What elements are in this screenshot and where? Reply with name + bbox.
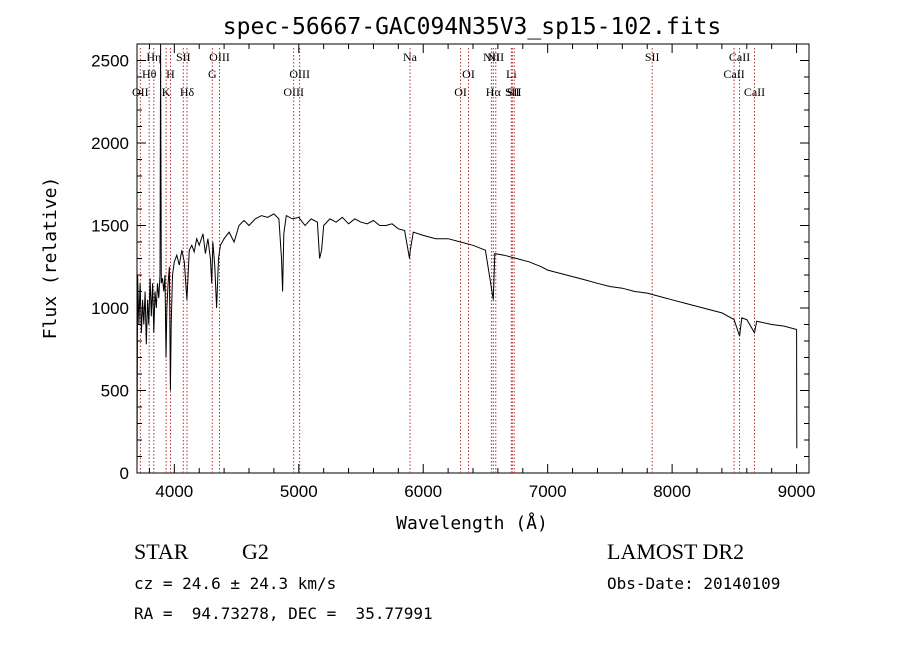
spectral-line-label: CaII xyxy=(723,67,744,81)
survey-label: LAMOST DR2 xyxy=(607,539,745,564)
y-tick-label: 500 xyxy=(101,382,129,401)
spectral-line-label: G xyxy=(208,67,217,81)
spectral-line-label: SII xyxy=(505,85,520,99)
y-tick-label: 2000 xyxy=(91,134,129,153)
spectral-line-label: SII xyxy=(176,50,191,64)
spectral-line-label: SII xyxy=(507,85,522,99)
x-tick-label: 9000 xyxy=(778,482,816,501)
spectral-line-label: Na xyxy=(403,50,418,64)
spectral-line-label: OI xyxy=(454,85,467,99)
spectral-line-label: Hθ xyxy=(142,67,157,81)
object-class: STAR xyxy=(134,539,189,564)
y-tick-label: 1000 xyxy=(91,299,129,318)
x-axis-label: Wavelength (Å) xyxy=(396,512,548,534)
spectral-line-label: OII xyxy=(132,85,149,99)
x-tick-label: 6000 xyxy=(404,482,442,501)
spectral-line-label: OIII xyxy=(283,85,304,99)
obs-date-text: Obs-Date: 20140109 xyxy=(607,574,781,593)
spectral-line-label: OIII xyxy=(289,67,310,81)
y-axis-label: Flux (relative) xyxy=(40,177,61,340)
spectral-line-label: Hα xyxy=(486,85,502,99)
x-tick-label: 7000 xyxy=(529,482,567,501)
y-tick-label: 1500 xyxy=(91,217,129,236)
spectral-line-label: K xyxy=(162,85,171,99)
x-axis-ticks: 4000 5000 6000 7000 8000 9000 xyxy=(148,44,816,501)
object-subclass: G2 xyxy=(242,539,269,564)
y-tick-label: 0 xyxy=(120,464,129,483)
x-tick-label: 5000 xyxy=(280,482,318,501)
coordinates-text: RA = 94.73278, DEC = 35.77991 xyxy=(134,604,433,623)
x-tick-label: 8000 xyxy=(653,482,691,501)
spectral-line-label: Hδ xyxy=(180,85,195,99)
spectral-line-label: CaII xyxy=(729,50,750,64)
chart-title: spec-56667-GAC094N35V3_sp15-102.fits xyxy=(223,14,722,40)
y-tick-label: 2500 xyxy=(91,52,129,71)
spectral-line-label: NII xyxy=(487,50,504,64)
plot-frame xyxy=(136,43,810,474)
y-axis-ticks: 0 500 1000 1500 2000 2500 xyxy=(91,52,809,483)
spectral-line-label: NII xyxy=(483,50,500,64)
spectral-line-label: Hη xyxy=(146,50,161,64)
spectral-line-label: CaII xyxy=(744,85,765,99)
spectral-line-label: H xyxy=(166,67,175,81)
spectral-line-label: OI xyxy=(462,67,475,81)
series-layer xyxy=(136,43,798,474)
spectral-line-label: SII xyxy=(645,50,660,64)
spectral-line-label: Li xyxy=(506,67,517,81)
spectral-line-markers: OIIHθHηKHSIIHδGOIIIOIIIOIIINaOIOINIIHαNI… xyxy=(132,48,765,473)
spectrum-line xyxy=(136,43,798,474)
x-tick-label: 4000 xyxy=(155,482,193,501)
spectral-line-label: OIII xyxy=(209,50,230,64)
redshift-text: cz = 24.6 ± 24.3 km/s xyxy=(134,574,337,593)
